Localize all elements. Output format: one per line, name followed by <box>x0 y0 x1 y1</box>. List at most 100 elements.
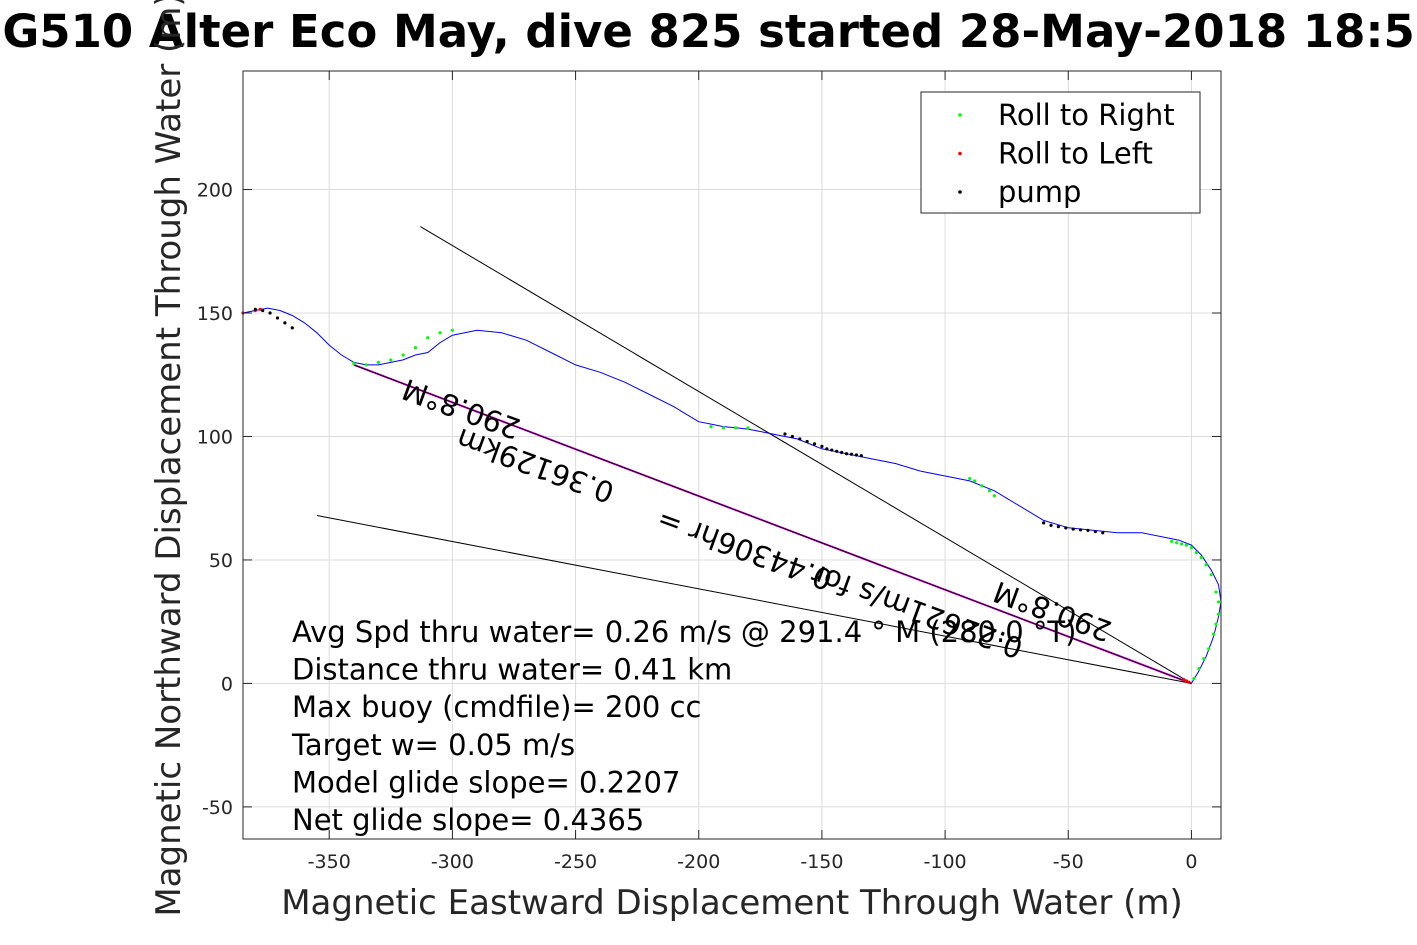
segment-2 <box>420 226 1192 684</box>
roll-to-right-point <box>389 358 393 362</box>
roll-to-right-point <box>1199 555 1203 560</box>
roll-to-right-point <box>973 479 977 483</box>
roll-to-right-point <box>1189 546 1194 550</box>
roll-to-right-point <box>376 360 381 364</box>
pump-point <box>1064 526 1068 530</box>
roll-to-right-point <box>734 426 738 430</box>
x-axis-label: Magnetic Eastward Displacement Through W… <box>281 883 1183 923</box>
roll-to-right-point <box>1214 590 1218 594</box>
pump-point <box>275 316 280 320</box>
x-tick-label: -100 <box>924 851 967 873</box>
segment-3 <box>316 515 1192 684</box>
track-line <box>242 307 1222 684</box>
track <box>242 307 1222 684</box>
annotation-line: Max buoy (cmdfile)= 200 cc <box>292 690 701 724</box>
roll-to-right-point <box>438 331 442 335</box>
pump-point <box>840 450 844 455</box>
roll-to-right-point <box>1204 563 1208 567</box>
roll-to-right-point <box>1214 622 1218 626</box>
pump-point <box>1049 523 1053 527</box>
legend-label: pump <box>998 175 1081 209</box>
legend-box <box>920 91 1201 214</box>
pump-point <box>1071 527 1075 531</box>
pump-point <box>854 453 859 457</box>
roll-to-right-point <box>992 494 996 498</box>
roll-to-right-point <box>1179 542 1184 546</box>
pump-point <box>805 439 809 444</box>
annotation-line: Target w= 0.05 m/s <box>291 728 575 762</box>
roll-to-right-point <box>721 426 725 430</box>
pump-point <box>1093 529 1097 534</box>
y-tick-label: 100 <box>197 426 233 448</box>
roll-to-right-point <box>709 425 713 429</box>
pump-point <box>261 308 265 313</box>
legend-marker <box>958 151 962 156</box>
roll-to-right-point <box>1207 647 1211 651</box>
pump-point <box>1042 521 1046 525</box>
chart-title: SG510 Alter Eco May, dive 825 started 28… <box>0 5 1417 58</box>
roll-to-right-point <box>1170 539 1174 544</box>
pump-point <box>1086 528 1090 532</box>
roll-to-right-point <box>450 328 454 332</box>
legend-marker <box>958 190 962 194</box>
legend-label: Roll to Left <box>998 137 1153 171</box>
y-tick-labels: -50 0 50 100 150 200 <box>197 180 233 819</box>
roll-to-right-point <box>413 345 418 350</box>
x-tick-label: -250 <box>554 851 597 873</box>
pump-point <box>1056 525 1061 529</box>
roll-to-right-point <box>968 476 972 481</box>
roll-to-right-point <box>746 426 750 430</box>
y-tick-label: 200 <box>197 180 233 202</box>
pump-point <box>835 449 839 453</box>
roll-to-right-point <box>1197 667 1201 671</box>
roll-to-right-point <box>1216 600 1221 604</box>
pump-point <box>798 437 802 441</box>
pump-point <box>1078 528 1083 532</box>
x-tick-label: -350 <box>308 851 351 873</box>
pump-point <box>859 454 863 458</box>
pump-point <box>253 307 257 311</box>
y-tick-label: 150 <box>197 303 233 325</box>
x-tick-label: 0 <box>1185 851 1197 873</box>
roll-to-right-point <box>1216 612 1221 616</box>
pump-point <box>830 448 834 452</box>
ticks <box>243 71 1221 839</box>
roll-to-left-point <box>1184 679 1189 683</box>
roll-to-right-point <box>401 353 405 357</box>
roll-to-left-point <box>1182 678 1186 682</box>
roll-to-right-point <box>980 484 984 488</box>
pump-point <box>849 452 854 456</box>
segment-1 <box>353 364 1192 684</box>
roll-to-right-point <box>364 363 368 367</box>
roll-to-right-point <box>987 489 992 493</box>
pump-point <box>290 326 294 330</box>
roll-to-left-point <box>1187 680 1191 684</box>
x-tick-label: -150 <box>800 851 843 873</box>
roll-to-right-point <box>1209 573 1213 577</box>
pump-point <box>790 434 794 439</box>
roll-to-right-point <box>1184 543 1189 547</box>
pump-point <box>1101 531 1105 535</box>
roll-to-right-point <box>1202 657 1206 661</box>
x-tick-label: -200 <box>677 851 720 873</box>
reference-lines <box>316 226 1192 685</box>
roll-to-left-point <box>258 307 262 311</box>
pump-point <box>783 432 787 436</box>
roll-to-right-point <box>426 336 430 340</box>
pump-point <box>820 444 824 448</box>
legend-label: Roll to Right <box>998 98 1175 132</box>
y-tick-label: -50 <box>202 797 233 819</box>
roll-to-right-point <box>352 362 356 366</box>
y-tick-label: 0 <box>221 673 233 695</box>
legend-marker <box>958 113 962 117</box>
x-tick-label: -50 <box>1053 851 1084 873</box>
x-tick-label: -300 <box>431 851 474 873</box>
pump-point <box>825 447 829 451</box>
roll-to-right-point <box>1212 632 1216 636</box>
x-tick-labels: -350 -300 -250 -200 -150 -100 -50 0 <box>308 851 1198 873</box>
roll-to-right-point <box>1175 541 1179 545</box>
roll-to-right-point <box>1194 550 1198 555</box>
plot-frame <box>242 70 1222 840</box>
annotation-line: Distance thru water= 0.41 km <box>292 653 732 687</box>
